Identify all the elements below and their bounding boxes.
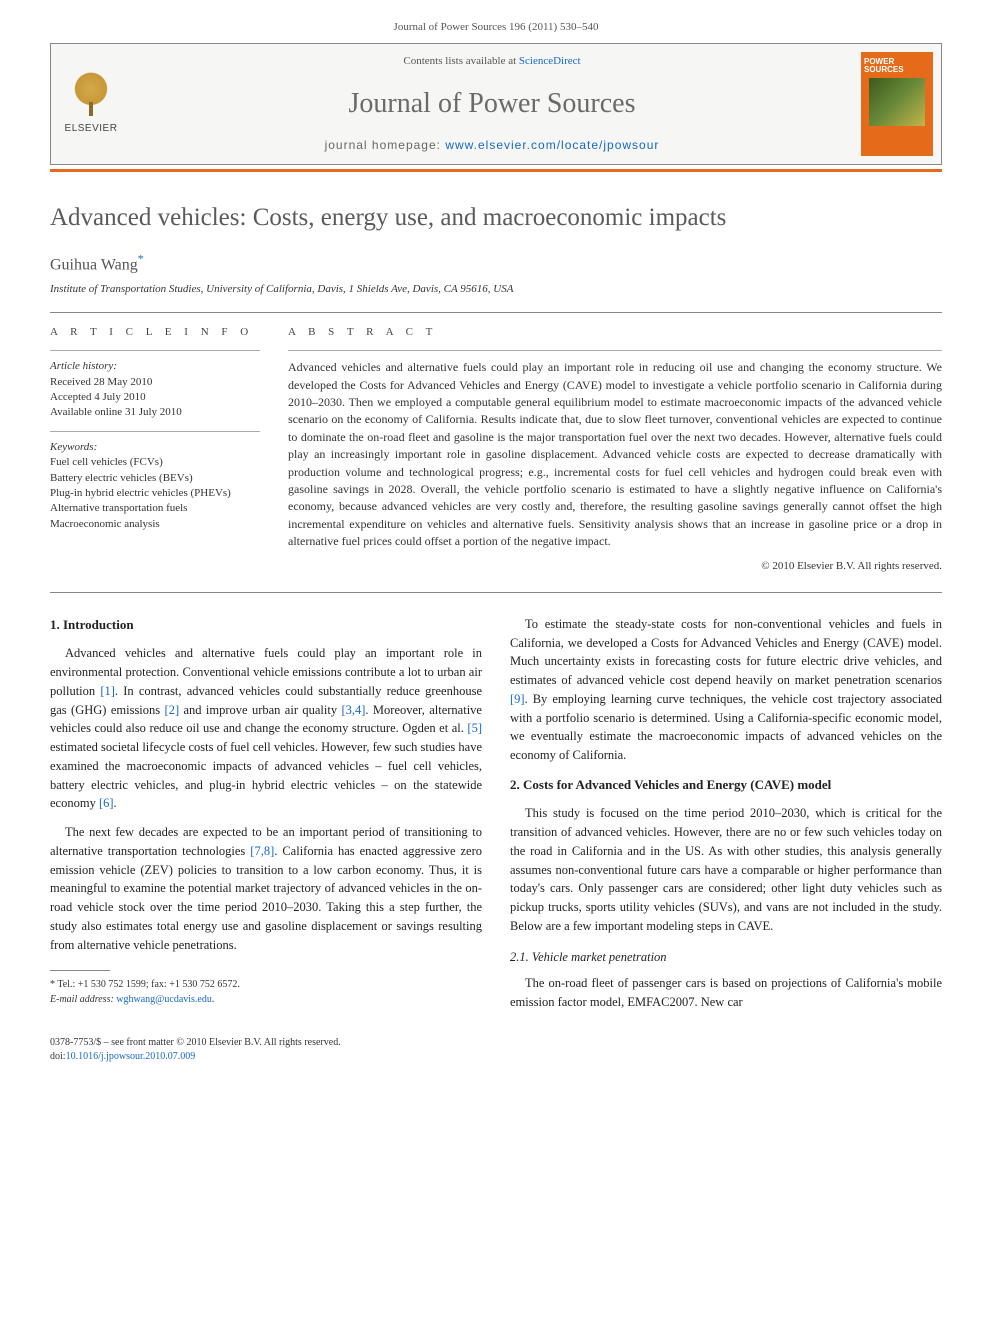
keyword: Plug-in hybrid electric vehicles (PHEVs)	[50, 486, 260, 501]
history-block: Article history: Received 28 May 2010 Ac…	[50, 359, 260, 421]
doi-link[interactable]: 10.1016/j.jpowsour.2010.07.009	[66, 1051, 196, 1062]
author-name: Guihua Wang	[50, 256, 138, 273]
homepage-link[interactable]: www.elsevier.com/locate/jpowsour	[445, 138, 659, 152]
history-item: Available online 31 July 2010	[50, 405, 260, 420]
accent-bar	[50, 169, 942, 172]
ref-link[interactable]: [1]	[100, 684, 115, 698]
abstract-text: Advanced vehicles and alternative fuels …	[288, 359, 942, 550]
ref-link[interactable]: [6]	[99, 796, 114, 810]
info-rule	[50, 431, 260, 432]
ref-link[interactable]: [3,4]	[341, 703, 365, 717]
body-paragraph: Advanced vehicles and alternative fuels …	[50, 644, 482, 813]
abstract-copyright: © 2010 Elsevier B.V. All rights reserved…	[288, 559, 942, 574]
email-link[interactable]: wghwang@ucdavis.edu	[116, 994, 212, 1005]
keywords-label: Keywords:	[50, 440, 260, 455]
keyword: Macroeconomic analysis	[50, 517, 260, 532]
contents-prefix: Contents lists available at	[403, 55, 518, 67]
article-info-column: A R T I C L E I N F O Article history: R…	[50, 325, 260, 574]
author-line: Guihua Wang*	[50, 251, 942, 277]
rule	[50, 592, 942, 593]
journal-cover-thumb: POWER SOURCES	[861, 52, 933, 155]
elsevier-label: ELSEVIER	[65, 122, 118, 136]
bottom-meta: 0378-7753/$ – see front matter © 2010 El…	[50, 1036, 942, 1064]
elsevier-logo: ELSEVIER	[51, 44, 131, 163]
rule	[50, 312, 942, 313]
keywords-block: Keywords: Fuel cell vehicles (FCVs) Batt…	[50, 440, 260, 532]
body-column-right: To estimate the steady-state costs for n…	[510, 615, 942, 1022]
footnote-tel: * Tel.: +1 530 752 1599; fax: +1 530 752…	[50, 977, 482, 992]
body-paragraph: This study is focused on the time period…	[510, 804, 942, 935]
body-paragraph: The next few decades are expected to be …	[50, 823, 482, 954]
journal-header: ELSEVIER Contents lists available at Sci…	[50, 43, 942, 164]
history-item: Accepted 4 July 2010	[50, 390, 260, 405]
journal-name: Journal of Power Sources	[139, 84, 845, 123]
body-columns: 1. Introduction Advanced vehicles and al…	[50, 615, 942, 1022]
footnote-separator	[50, 970, 110, 971]
ref-link[interactable]: [9]	[510, 692, 525, 706]
body-column-left: 1. Introduction Advanced vehicles and al…	[50, 615, 482, 1022]
ref-link[interactable]: [7,8]	[250, 844, 274, 858]
issn-line: 0378-7753/$ – see front matter © 2010 El…	[50, 1036, 942, 1050]
affiliation: Institute of Transportation Studies, Uni…	[50, 282, 942, 297]
keyword: Alternative transportation fuels	[50, 501, 260, 516]
subsection-heading-21: 2.1. Vehicle market penetration	[510, 948, 942, 967]
ref-link[interactable]: [2]	[165, 703, 180, 717]
citation-line: Journal of Power Sources 196 (2011) 530–…	[50, 20, 942, 35]
homepage-line: journal homepage: www.elsevier.com/locat…	[139, 137, 845, 154]
article-info-label: A R T I C L E I N F O	[50, 325, 260, 340]
keyword: Fuel cell vehicles (FCVs)	[50, 455, 260, 470]
header-center: Contents lists available at ScienceDirec…	[131, 44, 853, 163]
ref-link[interactable]: [5]	[467, 721, 482, 735]
contents-line: Contents lists available at ScienceDirec…	[139, 54, 845, 69]
corresponding-footnote: * Tel.: +1 530 752 1599; fax: +1 530 752…	[50, 977, 482, 1007]
info-abstract-row: A R T I C L E I N F O Article history: R…	[50, 325, 942, 574]
article-title: Advanced vehicles: Costs, energy use, an…	[50, 200, 942, 235]
abstract-column: A B S T R A C T Advanced vehicles and al…	[288, 325, 942, 574]
doi-label: doi:	[50, 1051, 66, 1062]
cover-thumb-image	[869, 78, 925, 126]
email-label: E-mail address:	[50, 994, 116, 1005]
info-rule	[50, 350, 260, 351]
abstract-rule	[288, 350, 942, 351]
keyword: Battery electric vehicles (BEVs)	[50, 471, 260, 486]
homepage-prefix: journal homepage:	[325, 138, 446, 152]
sciencedirect-link[interactable]: ScienceDirect	[519, 55, 581, 67]
corresponding-mark[interactable]: *	[138, 256, 144, 273]
cover-thumb-title: POWER SOURCES	[864, 58, 930, 74]
history-item: Received 28 May 2010	[50, 375, 260, 390]
body-paragraph: To estimate the steady-state costs for n…	[510, 615, 942, 765]
abstract-label: A B S T R A C T	[288, 325, 942, 340]
section-heading-1: 1. Introduction	[50, 615, 482, 635]
section-heading-2: 2. Costs for Advanced Vehicles and Energ…	[510, 775, 942, 795]
history-label: Article history:	[50, 359, 260, 374]
body-paragraph: The on-road fleet of passenger cars is b…	[510, 974, 942, 1012]
elsevier-tree-icon	[67, 72, 115, 120]
